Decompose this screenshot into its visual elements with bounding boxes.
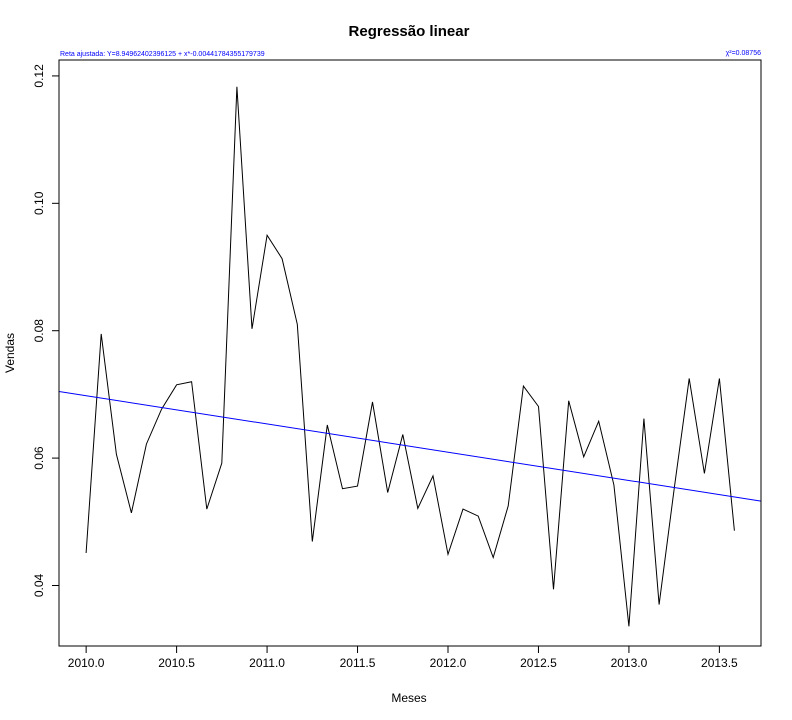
y-tick-label: 0.04: [32, 573, 46, 597]
y-tick-label: 0.10: [32, 191, 46, 215]
y-axis-label: Vendas: [3, 333, 17, 373]
series-layer: [58, 86, 762, 627]
fit-equation-annotation: Reta ajustada: Y=8.94962402396125 + x*-0…: [60, 51, 265, 58]
y-axis-ticks: 0.04 0.06 0.08 0.10 0.12: [32, 64, 59, 597]
x-tick-label: 2013.0: [611, 656, 648, 670]
y-tick-label: 0.06: [32, 446, 46, 470]
x-tick-label: 2011.5: [340, 656, 376, 670]
y-tick-label: 0.08: [32, 319, 46, 343]
chi-squared-annotation: χ²=0.08756: [726, 50, 762, 57]
x-tick-label: 2011.0: [249, 656, 285, 670]
x-tick-label: 2010.5: [158, 656, 195, 670]
x-axis-ticks: 2010.0 2010.5 2011.0 2011.5 2012.0 2012.5 2013…: [68, 646, 738, 670]
x-tick-label: 2013.5: [701, 656, 738, 670]
x-tick-label: 2012.0: [430, 656, 467, 670]
sales-series-line: [85, 86, 735, 627]
x-tick-label: 2012.5: [520, 656, 557, 670]
plot-frame: [58, 59, 762, 647]
chart-title: Regressão linear: [349, 23, 470, 40]
regression-line: [58, 390, 762, 502]
x-axis-label: Meses: [391, 691, 426, 705]
y-tick-label: 0.12: [32, 64, 46, 88]
x-tick-label: 2010.0: [68, 656, 105, 670]
